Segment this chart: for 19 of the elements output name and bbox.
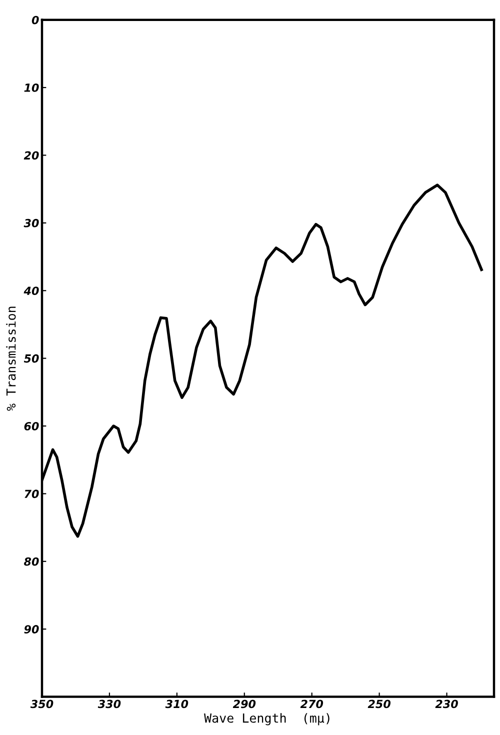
x-tick-label: 310 <box>165 700 188 708</box>
x-tick-label: 330 <box>98 700 121 708</box>
y-tick-label: 30 <box>24 218 39 228</box>
x-tick-label: 290 <box>232 700 256 708</box>
y-tick-label: 10 <box>24 84 39 92</box>
y-tick-label: 90 <box>24 625 39 634</box>
y-tick-label: 60 <box>24 422 39 430</box>
y-tick-label: 80 <box>24 557 39 566</box>
y-axis-title: % Transmission <box>6 306 16 411</box>
y-tick-label: 40 <box>24 286 39 295</box>
x-tick-label: 350 <box>30 700 54 708</box>
y-tick-label: 20 <box>24 151 39 160</box>
x-tick-label: 270 <box>300 700 324 708</box>
x-axis-title: Wave Length (mμ) <box>204 713 330 726</box>
x-tick-label: 250 <box>368 700 391 708</box>
x-tick-label: 230 <box>435 700 458 708</box>
y-tick-label: 70 <box>24 490 39 498</box>
y-tick-label: 50 <box>24 354 39 363</box>
y-tick-label: 0 <box>32 16 39 24</box>
